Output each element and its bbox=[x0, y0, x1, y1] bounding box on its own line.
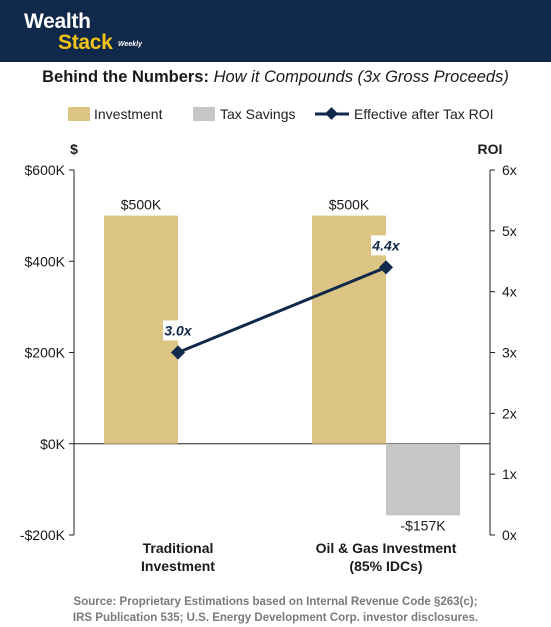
chart-title: Behind the Numbers: How it Compounds (3x… bbox=[0, 68, 551, 87]
roi-point bbox=[378, 260, 394, 275]
legend-swatch-investment bbox=[68, 107, 90, 121]
y-right-tick-label: 6x bbox=[502, 162, 517, 178]
y-left-tick-label: -$200K bbox=[20, 527, 66, 543]
brand-logo-stack: Stack bbox=[58, 31, 113, 54]
x-category-label-line2: Investment bbox=[141, 558, 215, 574]
brand-logo-weekly: Weekly bbox=[118, 41, 142, 48]
source-note: Source: Proprietary Estimations based on… bbox=[0, 594, 551, 626]
bar-label-tax-savings: -$157K bbox=[400, 517, 446, 533]
y-right-tick-label: 1x bbox=[502, 466, 517, 482]
y-right-tick-label: 3x bbox=[502, 345, 517, 361]
chart-legend: Investment Tax Savings Effective after T… bbox=[0, 103, 551, 125]
roi-label-bg bbox=[163, 320, 195, 341]
x-category-label-line1: Traditional bbox=[143, 540, 214, 556]
source-line-1: Source: Proprietary Estimations based on… bbox=[73, 596, 478, 608]
y-right-tick-label: 4x bbox=[502, 284, 517, 300]
roi-label: 3.0x bbox=[164, 323, 192, 339]
y-right-tick-label: 2x bbox=[502, 405, 517, 421]
bar-tax-savings bbox=[386, 443, 460, 516]
roi-label: 4.4x bbox=[371, 237, 400, 253]
y-left-tick-label: $400K bbox=[25, 253, 66, 269]
brand-logo-wealth: Wealth bbox=[24, 10, 91, 33]
x-category-label-line1: Oil & Gas Investment bbox=[316, 540, 457, 556]
y-axis-left-title: $ bbox=[70, 141, 78, 157]
bar-label-investment: $500K bbox=[121, 197, 162, 213]
roi-label-bg bbox=[371, 235, 403, 256]
bar-label-investment: $500K bbox=[329, 197, 370, 213]
chart-title-bold: Behind the Numbers: bbox=[42, 68, 209, 86]
roi-line bbox=[177, 265, 387, 354]
y-left-tick-label: $200K bbox=[25, 345, 66, 361]
y-axis-right-title: ROI bbox=[478, 141, 503, 157]
legend-label-roi: Effective after Tax ROI bbox=[354, 106, 494, 122]
x-category-label-line2: (85% IDCs) bbox=[349, 558, 422, 574]
y-left-tick-label: $600K bbox=[25, 162, 66, 178]
legend-swatch-tax-savings bbox=[193, 107, 215, 121]
roi-point bbox=[170, 345, 186, 360]
brand-header: Wealth Stack Weekly bbox=[0, 0, 551, 62]
legend-line-marker-icon bbox=[315, 107, 349, 120]
y-left-tick-label: $0K bbox=[40, 436, 66, 452]
legend-label-investment: Investment bbox=[94, 106, 163, 122]
source-line-2: IRS Publication 535; U.S. Energy Develop… bbox=[72, 612, 479, 624]
chart-plot: $ ROI $600K $400K $200K $0K -$200K 6x 5x 4x 3x 2x 1x… bbox=[20, 141, 517, 574]
legend-label-tax-savings: Tax Savings bbox=[220, 106, 296, 122]
y-right-tick-label: 0x bbox=[502, 527, 517, 543]
chart-title-italic: How it Compounds (3x Gross Proceeds) bbox=[213, 68, 509, 86]
y-right-tick-label: 5x bbox=[502, 223, 517, 239]
